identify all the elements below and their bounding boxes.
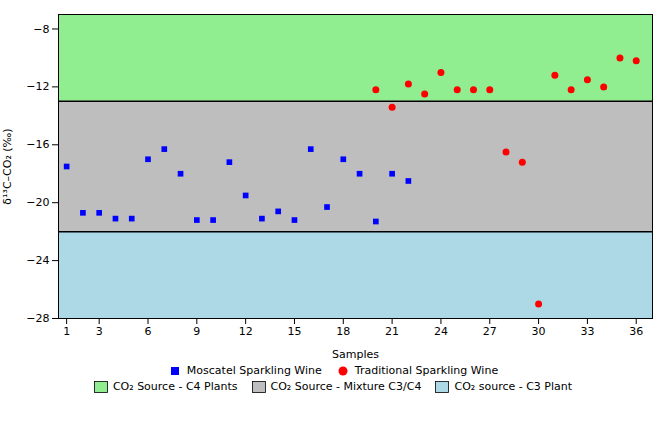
svg-text:−16: −16: [26, 138, 49, 151]
svg-text:18: 18: [336, 325, 350, 338]
svg-text:δ¹³C–CO₂ (‰): δ¹³C–CO₂ (‰): [1, 128, 14, 204]
svg-text:27: 27: [483, 325, 497, 338]
html-text:CO₂ source - C3 Plant: CO₂ source - C3 Plant: [454, 380, 573, 393]
svg-text:−12: −12: [26, 80, 49, 93]
html-text:Traditional Sparkling Wine: Traditional Sparkling Wine: [354, 364, 499, 377]
svg-text:−24: −24: [26, 254, 49, 267]
svg-text:−28: −28: [26, 312, 49, 325]
html-text:Moscatel Sparkling Wine: Moscatel Sparkling Wine: [186, 364, 322, 377]
svg-text:6: 6: [145, 325, 152, 338]
svg-text:21: 21: [385, 325, 399, 338]
svg-text:15: 15: [287, 325, 301, 338]
svg-text:12: 12: [239, 325, 253, 338]
html-text:CO₂ Source - Mixture C3/C4: CO₂ Source - Mixture C3/C4: [270, 380, 422, 393]
svg-text:30: 30: [532, 325, 546, 338]
svg-text:9: 9: [193, 325, 200, 338]
html-text:CO₂ Source - C4 Plants: CO₂ Source - C4 Plants: [112, 380, 238, 393]
svg-text:−20: −20: [26, 196, 49, 209]
svg-text:3: 3: [96, 325, 103, 338]
svg-text:1: 1: [63, 325, 70, 338]
svg-text:Samples: Samples: [332, 348, 379, 361]
svg-text:−8: −8: [33, 22, 49, 35]
svg-text:24: 24: [434, 325, 448, 338]
svg-text:33: 33: [580, 325, 594, 338]
svg-text:36: 36: [629, 325, 643, 338]
